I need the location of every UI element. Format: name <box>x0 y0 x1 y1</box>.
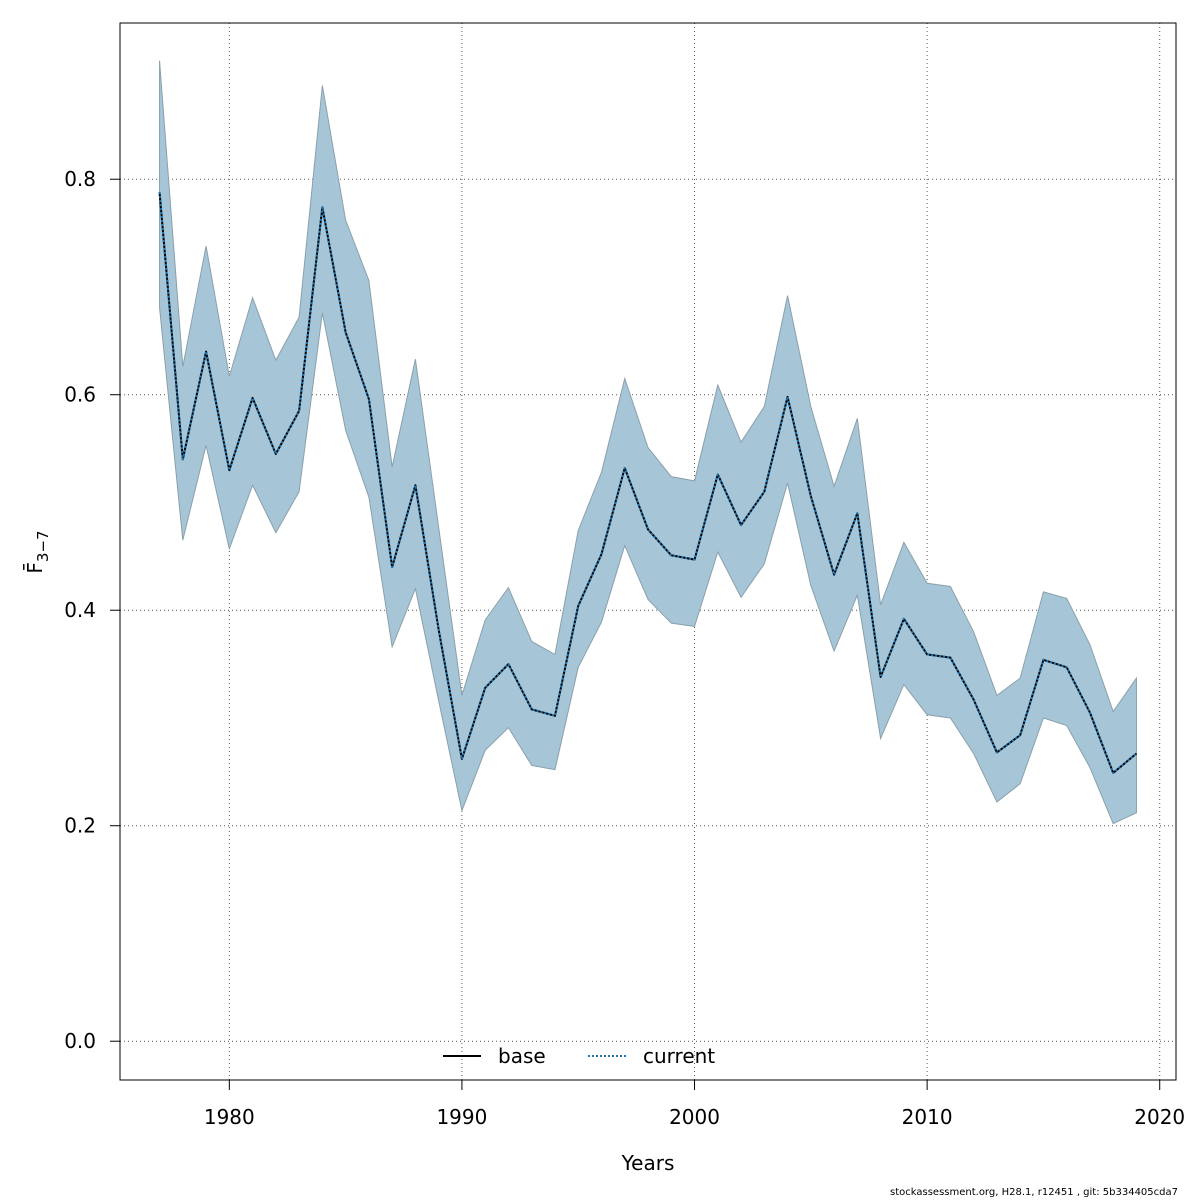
x-axis-title: Years <box>621 1151 675 1175</box>
y-axis-title-main: F̄ <box>22 562 47 574</box>
series-line-current <box>158 192 1138 774</box>
legend-label-base: base <box>498 1044 546 1068</box>
confidence-band <box>159 60 1137 825</box>
series-lines <box>158 192 1138 774</box>
y-tick-label: 0.6 <box>64 383 96 407</box>
y-tick-label: 0.2 <box>64 814 96 838</box>
legend-label-current: current <box>643 1044 715 1068</box>
x-tick-label: 2010 <box>902 1105 953 1129</box>
y-axis-title-group: F̄3−7 <box>22 530 52 573</box>
legend: base current <box>443 1044 715 1068</box>
y-axis-title-sub: 3−7 <box>34 530 52 562</box>
x-tick-label: 1990 <box>436 1105 487 1129</box>
grid-lines <box>120 23 1176 1080</box>
y-tick-label: 0.0 <box>64 1029 96 1053</box>
x-tick-label: 1980 <box>204 1105 255 1129</box>
axis-ticks: 1980 1990 2000 2010 2020 0.0 0.2 0.4 0.6 0.8 <box>64 167 1185 1129</box>
y-tick-label: 0.8 <box>64 167 96 191</box>
footer-credit: stockassessment.org, H28.1, r12451 , git… <box>890 1187 1178 1198</box>
y-axis-title: F̄3−7 <box>22 530 52 573</box>
y-tick-label: 0.4 <box>64 598 96 622</box>
x-tick-label: 2020 <box>1134 1105 1185 1129</box>
confidence-band-area <box>159 60 1137 825</box>
x-tick-label: 2000 <box>669 1105 720 1129</box>
plot-frame <box>119 22 1177 1081</box>
